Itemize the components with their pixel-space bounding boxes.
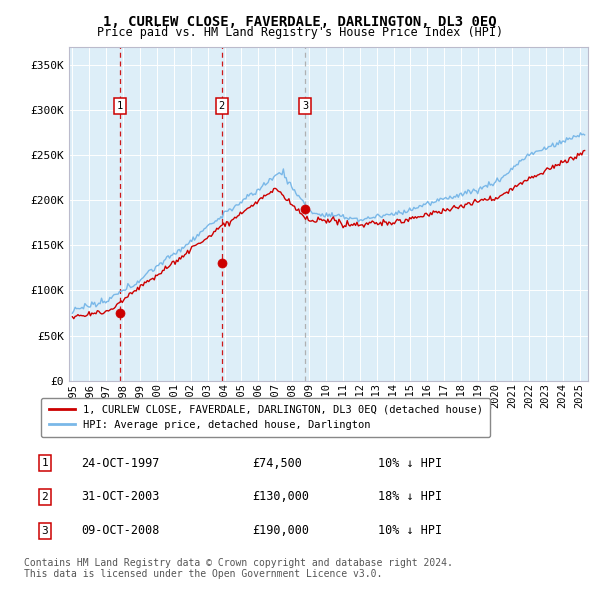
- Text: 1: 1: [117, 101, 123, 111]
- Text: Contains HM Land Registry data © Crown copyright and database right 2024.: Contains HM Land Registry data © Crown c…: [24, 558, 453, 568]
- Text: This data is licensed under the Open Government Licence v3.0.: This data is licensed under the Open Gov…: [24, 569, 382, 579]
- Text: 10% ↓ HPI: 10% ↓ HPI: [378, 525, 442, 537]
- Text: 3: 3: [302, 101, 308, 111]
- Text: Price paid vs. HM Land Registry's House Price Index (HPI): Price paid vs. HM Land Registry's House …: [97, 26, 503, 39]
- Legend: 1, CURLEW CLOSE, FAVERDALE, DARLINGTON, DL3 0EQ (detached house), HPI: Average p: 1, CURLEW CLOSE, FAVERDALE, DARLINGTON, …: [41, 398, 490, 437]
- Text: 1: 1: [41, 458, 49, 468]
- Text: £190,000: £190,000: [252, 525, 309, 537]
- Text: £74,500: £74,500: [252, 457, 302, 470]
- Text: 24-OCT-1997: 24-OCT-1997: [81, 457, 160, 470]
- Text: 3: 3: [41, 526, 49, 536]
- Text: £130,000: £130,000: [252, 490, 309, 503]
- Text: 2: 2: [218, 101, 225, 111]
- Text: 18% ↓ HPI: 18% ↓ HPI: [378, 490, 442, 503]
- Text: 31-OCT-2003: 31-OCT-2003: [81, 490, 160, 503]
- Text: 2: 2: [41, 492, 49, 502]
- Text: 1, CURLEW CLOSE, FAVERDALE, DARLINGTON, DL3 0EQ: 1, CURLEW CLOSE, FAVERDALE, DARLINGTON, …: [103, 15, 497, 29]
- Text: 09-OCT-2008: 09-OCT-2008: [81, 525, 160, 537]
- Text: 10% ↓ HPI: 10% ↓ HPI: [378, 457, 442, 470]
